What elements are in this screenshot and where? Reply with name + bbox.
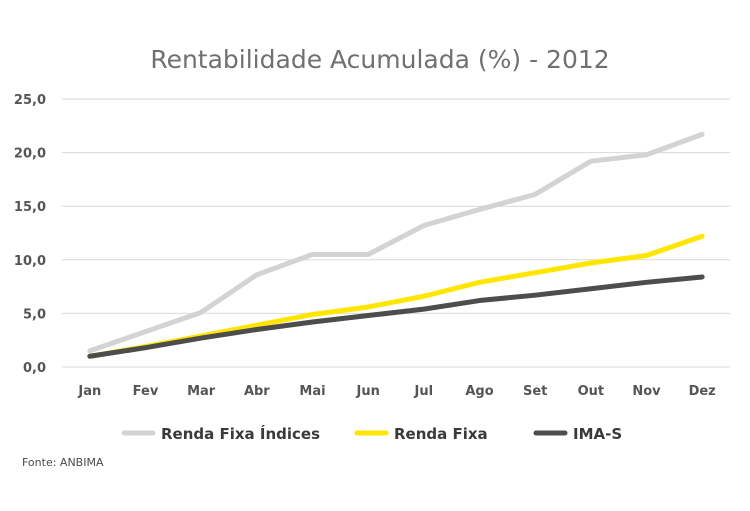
x-tick-label: Jun [355, 384, 379, 399]
y-tick-label: 5,0 [23, 307, 46, 322]
x-tick-label: Nov [632, 384, 661, 399]
x-tick-label: Fev [133, 384, 159, 399]
y-axis-ticks: 0,0 5,0 10,0 15,0 20,0 25,0 [14, 93, 46, 376]
source-note: Fonte: ANBIMA [22, 456, 104, 469]
series-line-3 [87, 274, 705, 359]
x-tick-label: Ago [465, 384, 493, 399]
y-tick-label: 25,0 [14, 93, 46, 108]
gridlines [62, 98, 730, 368]
y-tick-label: 0,0 [23, 361, 46, 376]
series-lines [87, 131, 705, 359]
chart-title: Rentabilidade Acumulada (%) - 2012 [150, 45, 609, 74]
series-line-1 [87, 131, 705, 354]
x-tick-label: Mai [299, 384, 325, 399]
y-tick-label: 15,0 [14, 200, 46, 215]
y-tick-label: 20,0 [14, 147, 46, 162]
x-tick-label: Abr [244, 384, 270, 399]
x-axis-ticks: Jan Fev Mar Abr Mai Jun Jul Ago Set Out Nov Dez [77, 384, 715, 399]
x-tick-label: Jan [77, 384, 101, 399]
x-tick-label: Set [523, 384, 547, 399]
legend-label: Renda Fixa [394, 425, 488, 443]
x-tick-label: Out [578, 384, 605, 399]
x-tick-label: Jul [414, 384, 434, 399]
x-tick-label: Dez [689, 384, 716, 399]
y-tick-label: 10,0 [14, 254, 46, 269]
legend: Renda Fixa Índices Renda Fixa IMA-S [121, 424, 622, 443]
legend-label: IMA-S [573, 425, 622, 443]
series-line-2 [87, 233, 705, 359]
legend-label: Renda Fixa Índices [161, 424, 320, 443]
x-tick-label: Mar [187, 384, 216, 399]
